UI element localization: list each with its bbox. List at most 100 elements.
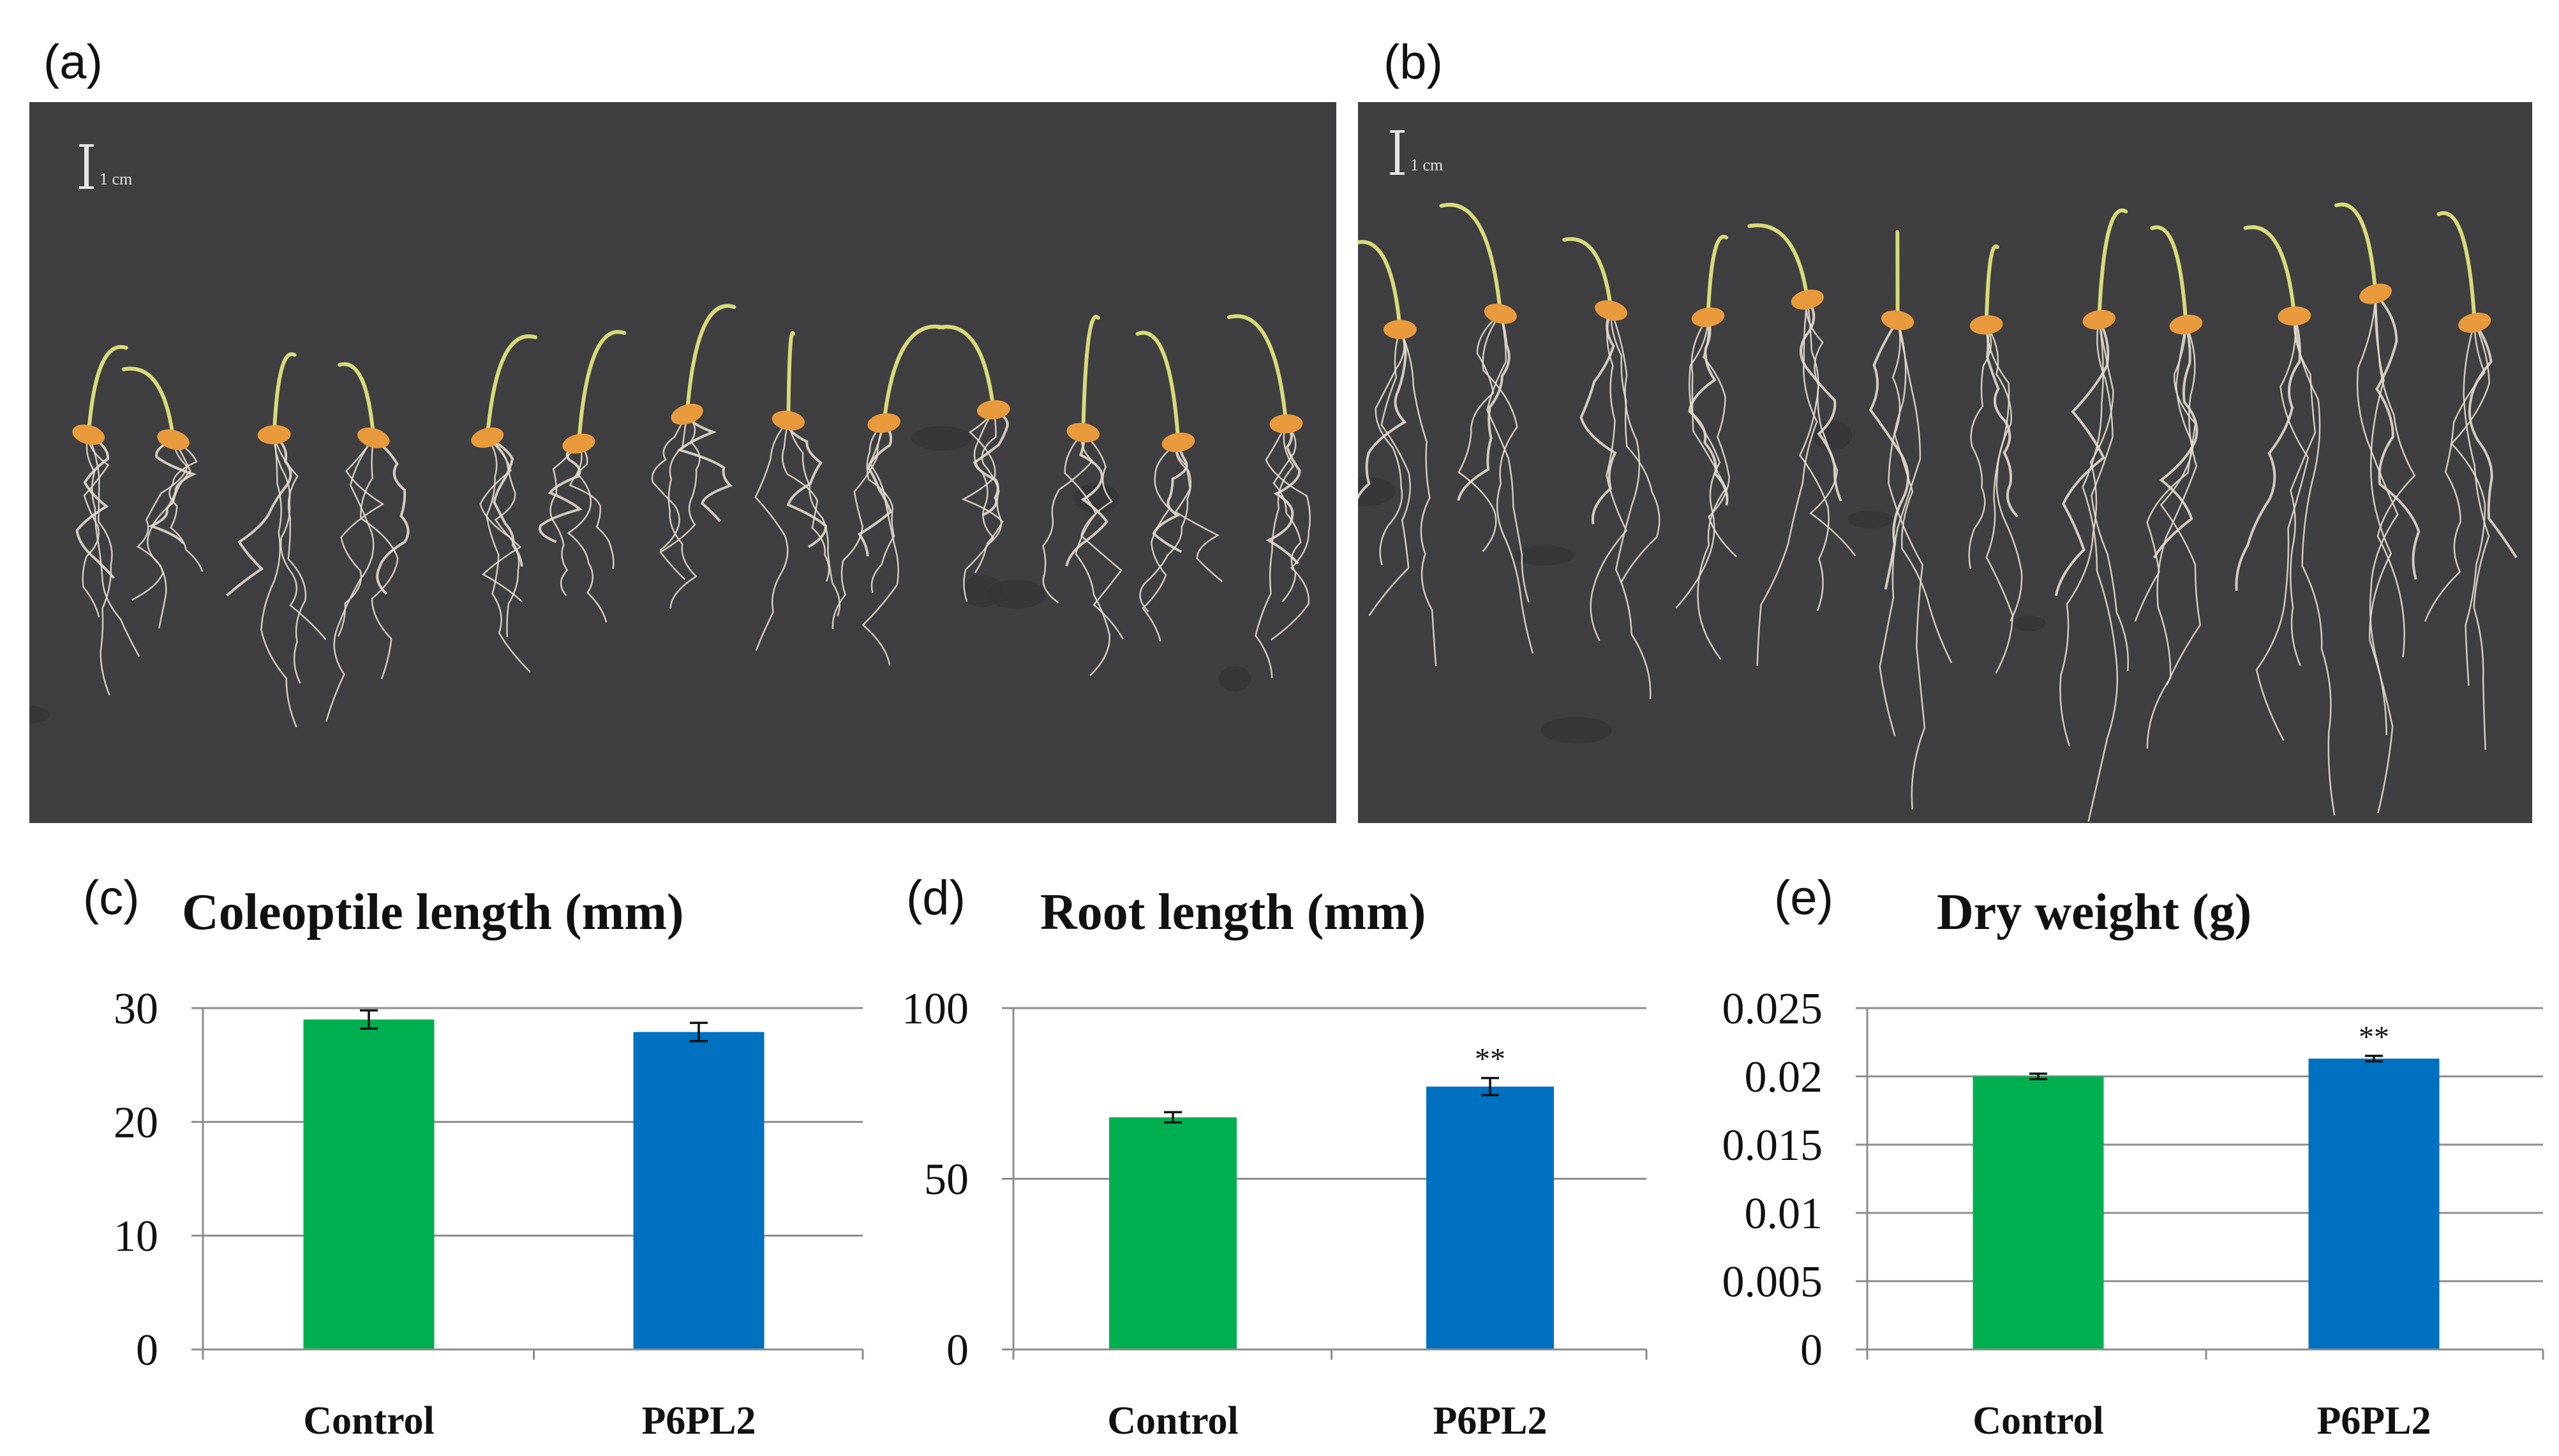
root xyxy=(1888,320,1926,810)
coleoptile xyxy=(338,362,376,440)
coleoptile xyxy=(485,334,538,440)
seed xyxy=(257,425,291,445)
seedling xyxy=(2054,208,2129,822)
x-category-label: Control xyxy=(303,1399,435,1443)
surface-stain xyxy=(1812,420,1853,450)
bar-p6pl2 xyxy=(633,1032,765,1349)
seedling xyxy=(1562,237,1660,699)
significance-marker: ** xyxy=(2359,1020,2389,1054)
chart-dry-weight: 0 0.005 0.01 0.015 0.02 0.025 Control ** P6PL2 xyxy=(1697,957,2553,1443)
root xyxy=(1702,317,1737,558)
coleoptile xyxy=(1081,315,1100,435)
root xyxy=(260,435,297,728)
coleoptile xyxy=(1227,314,1288,426)
seed xyxy=(2082,309,2116,330)
coleoptile xyxy=(1358,240,1402,332)
root xyxy=(569,443,615,569)
root xyxy=(1486,313,1530,603)
seedlings-control-illustration xyxy=(29,304,1311,728)
root xyxy=(337,437,385,637)
seedling xyxy=(2424,211,2518,750)
seed xyxy=(562,433,595,454)
seed xyxy=(1161,432,1195,452)
root xyxy=(1080,432,1124,640)
coleoptile xyxy=(1747,223,1810,302)
root xyxy=(360,438,399,680)
seedling xyxy=(754,331,840,651)
y-tick-label: 0.01 xyxy=(1745,1189,1823,1238)
seedling xyxy=(2235,225,2336,816)
root xyxy=(479,436,520,637)
coleoptile xyxy=(86,345,128,437)
coleoptile xyxy=(882,324,946,426)
root xyxy=(1065,432,1108,567)
y-tick-label: 0 xyxy=(136,1326,158,1375)
seedling xyxy=(1747,223,1856,666)
root xyxy=(539,442,583,544)
coleoptile xyxy=(937,325,996,412)
surface-stain xyxy=(1541,717,1612,744)
seed xyxy=(1595,300,1628,321)
significance-marker: ** xyxy=(1475,1043,1505,1076)
seedling xyxy=(2334,202,2421,813)
seedling xyxy=(1227,314,1311,678)
y-tick-label: 0.025 xyxy=(1722,984,1823,1034)
y-tick-label: 10 xyxy=(114,1212,158,1261)
root xyxy=(2091,319,2129,671)
seed xyxy=(1484,304,1517,324)
root xyxy=(787,420,840,616)
root xyxy=(1265,422,1301,565)
surface-stain xyxy=(1074,482,1119,514)
chart-title-root: Root length (mm) xyxy=(1040,884,1426,940)
root xyxy=(2059,319,2114,747)
coleoptile xyxy=(2436,211,2477,325)
root xyxy=(1482,313,1534,654)
seed xyxy=(671,403,703,425)
root xyxy=(2082,319,2119,822)
root xyxy=(974,409,1003,574)
root xyxy=(651,413,688,551)
coleoptile xyxy=(1562,237,1613,313)
root xyxy=(131,440,188,601)
chart-dry-weight-svg: 0 0.005 0.01 0.015 0.02 0.025 Control ** P6PL2 xyxy=(1722,984,2544,1443)
root xyxy=(273,435,327,641)
x-category-label: P6PL2 xyxy=(641,1399,756,1443)
root xyxy=(668,414,698,609)
root xyxy=(2294,316,2336,816)
panel-label-b: (b) xyxy=(1384,35,1443,89)
coleoptile xyxy=(272,352,297,437)
root xyxy=(168,439,204,572)
bar-p6pl2 xyxy=(2308,1059,2440,1349)
surface-stain xyxy=(1358,476,1395,507)
scale-bar-line xyxy=(79,144,94,189)
coleoptile xyxy=(2334,202,2378,296)
x-category-label: Control xyxy=(1107,1399,1239,1443)
seedling xyxy=(1358,240,1437,667)
root xyxy=(1142,442,1179,642)
root xyxy=(1358,329,1407,500)
seed xyxy=(157,429,190,450)
coleoptile xyxy=(2150,225,2188,327)
seed xyxy=(2458,313,2491,333)
root xyxy=(1690,316,1727,660)
surface-stain xyxy=(1219,665,1251,692)
root xyxy=(1590,310,1628,641)
root xyxy=(2424,322,2486,622)
root xyxy=(676,413,733,523)
root xyxy=(832,422,885,630)
seed xyxy=(1066,422,1100,443)
coleoptile xyxy=(1984,244,1999,327)
root xyxy=(147,439,191,628)
root xyxy=(82,435,110,618)
seed xyxy=(1691,307,1725,327)
root xyxy=(486,437,531,673)
seedling xyxy=(471,334,538,673)
bar-p6pl2 xyxy=(1426,1087,1554,1349)
seedling xyxy=(1042,315,1124,676)
seedling xyxy=(1869,230,1953,810)
root xyxy=(1174,442,1223,583)
seedling xyxy=(832,324,946,666)
root xyxy=(1985,324,2018,518)
seedling xyxy=(1439,203,1534,654)
seed xyxy=(772,410,805,431)
